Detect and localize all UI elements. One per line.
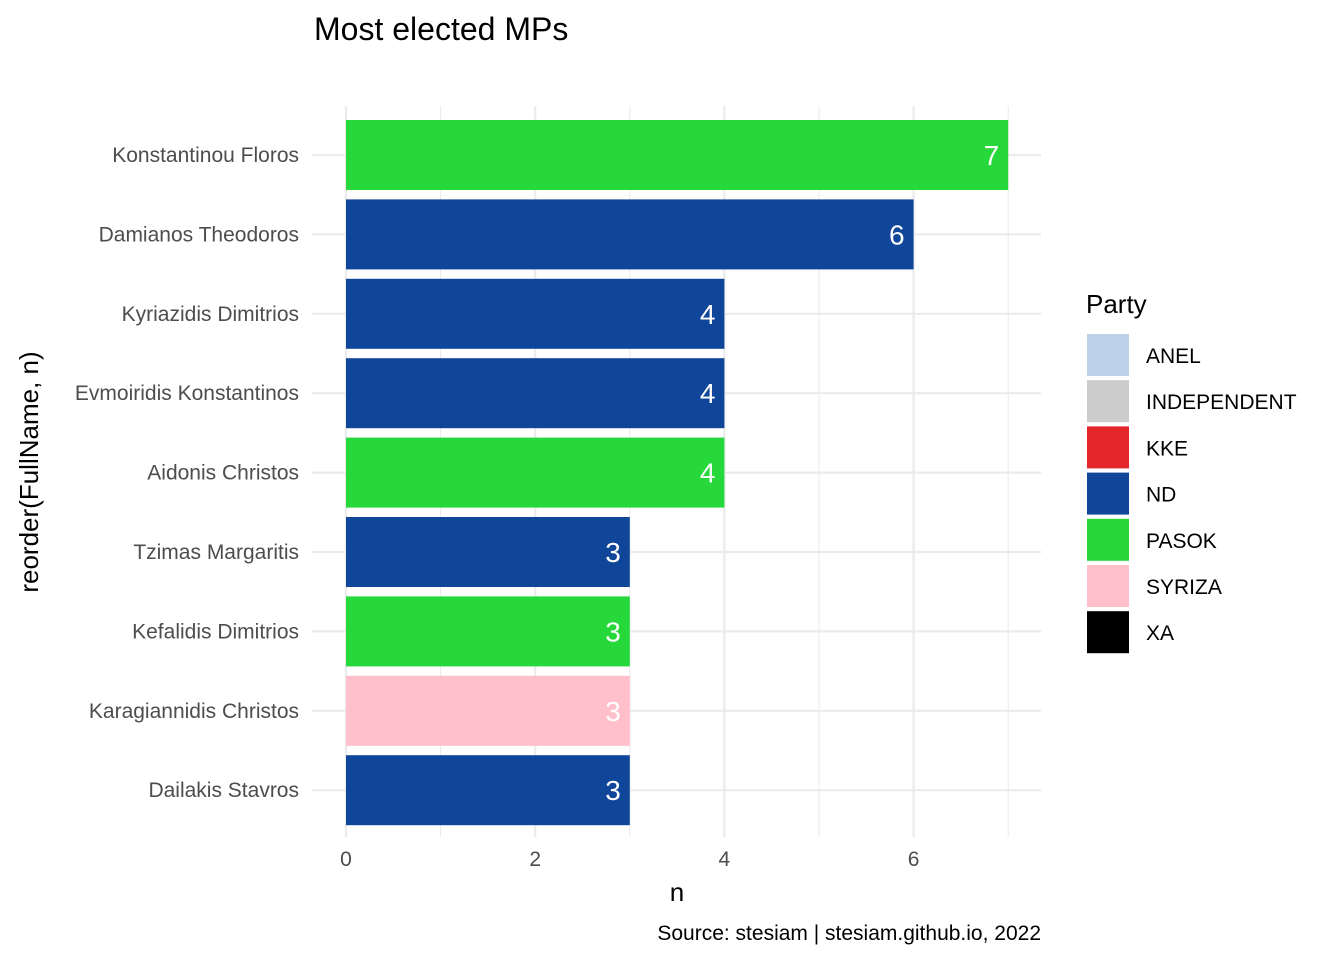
y-tick-label: Konstantinou Floros [112,144,299,167]
x-axis-title: n [670,877,684,907]
y-tick-label: Karagiannidis Christos [89,700,299,723]
data-labels: 7 6 4 4 4 3 3 3 3 [605,140,999,806]
legend: Party ANEL INDEPENDENT KKE ND PASOK SYRIZA XA [1086,289,1297,654]
x-tick-label: 2 [529,848,541,871]
bar-dailakis-stavros [346,755,630,826]
bar-konstantinou-floros [346,120,1009,190]
y-tick-label: Kefalidis Dimitrios [132,620,299,643]
data-label-karagiannidis-christos: 3 [605,696,621,727]
legend-label-independent: INDEPENDENT [1146,391,1297,414]
bars [346,120,1009,826]
x-tick-label: 0 [340,848,352,871]
chart-caption: Source: stesiam | stesiam.github.io, 202… [657,922,1041,945]
legend-label-anel: ANEL [1146,345,1201,368]
bar-kyriazidis-dimitrios [346,278,725,349]
y-tick-label: Kyriazidis Dimitrios [122,303,299,326]
legend-key-nd [1087,472,1129,515]
x-axis-tick-labels: 0 2 4 6 [340,848,919,871]
legend-key-anel [1087,334,1129,376]
legend-items: ANEL INDEPENDENT KKE ND PASOK SYRIZA XA [1087,334,1297,654]
data-label-evmoiridis-konstantinos: 4 [700,378,716,409]
legend-key-pasok [1087,518,1129,561]
data-label-tzimas-margaritis: 3 [605,537,621,568]
bar-aidonis-christos [346,437,725,508]
y-tick-label: Tzimas Margaritis [133,541,299,564]
legend-key-independent [1087,380,1129,423]
legend-label-syriza: SYRIZA [1146,576,1222,599]
data-label-konstantinou-floros: 7 [984,140,1000,171]
y-tick-label: Dailakis Stavros [148,779,299,802]
x-tick-label: 6 [908,848,920,871]
data-label-kefalidis-dimitrios: 3 [605,616,621,647]
bar-tzimas-margaritis [346,517,630,587]
data-label-damianos-theodoros: 6 [889,219,905,250]
y-axis-title: reorder(FullName, n) [14,351,44,592]
data-label-dailakis-stavros: 3 [605,775,621,806]
data-label-kyriazidis-dimitrios: 4 [700,299,716,330]
y-tick-label: Evmoiridis Konstantinos [75,382,299,405]
chart-title: Most elected MPs [314,11,568,47]
bar-karagiannidis-christos [346,675,630,746]
y-axis-tick-labels: Konstantinou Floros Damianos Theodoros Kyr… [75,144,299,802]
x-tick-label: 4 [719,848,731,871]
bar-evmoiridis-konstantinos [346,358,725,429]
legend-key-kke [1087,426,1129,469]
legend-key-xa [1087,611,1129,654]
y-tick-label: Damianos Theodoros [99,223,299,246]
legend-label-kke: KKE [1146,437,1188,460]
y-tick-label: Aidonis Christos [147,462,299,485]
bar-kefalidis-dimitrios [346,596,630,667]
legend-label-nd: ND [1146,484,1176,507]
legend-label-xa: XA [1146,622,1174,645]
legend-key-syriza [1087,565,1129,607]
legend-title: Party [1086,289,1147,319]
legend-label-pasok: PASOK [1146,530,1217,553]
data-label-aidonis-christos: 4 [700,458,716,489]
bar-damianos-theodoros [346,199,914,270]
